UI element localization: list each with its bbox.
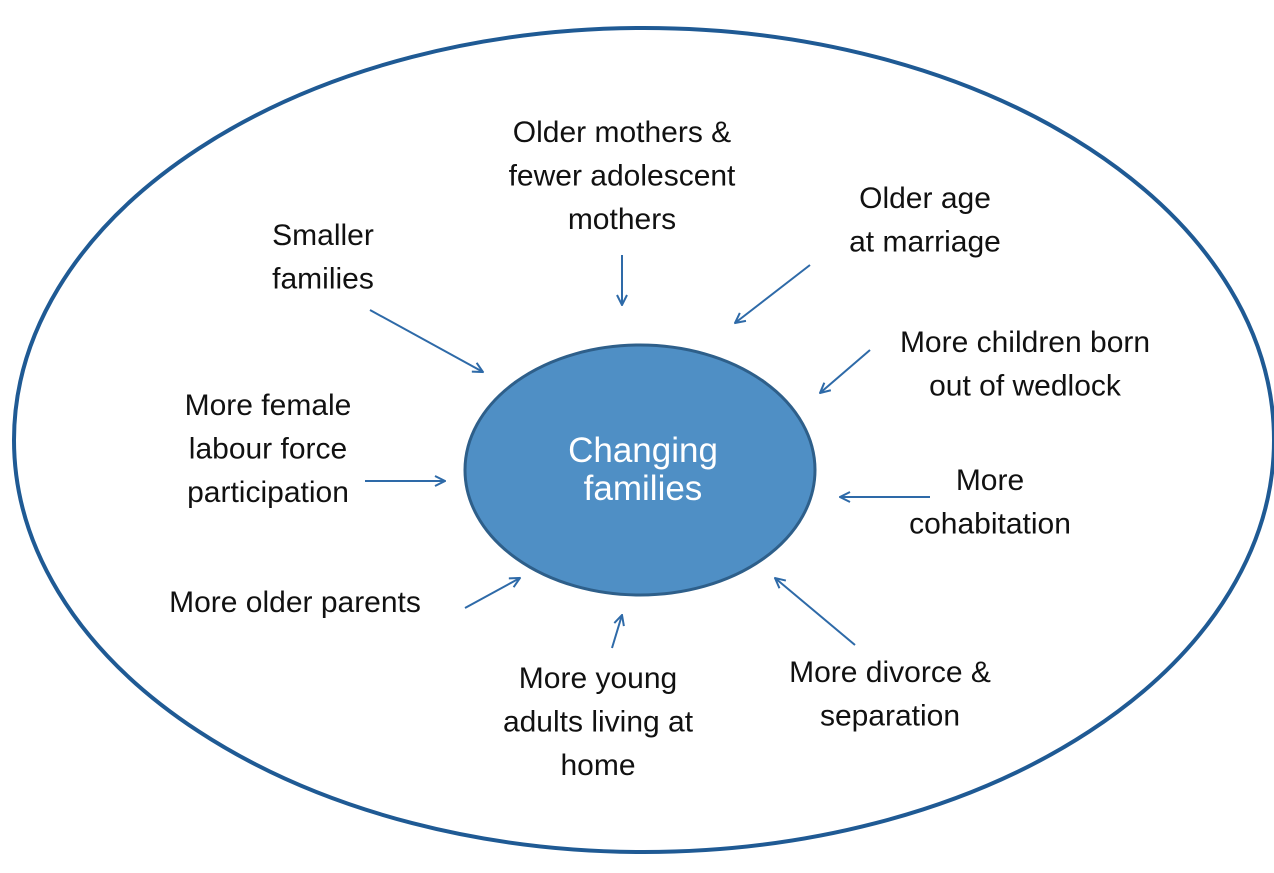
node-label: More female xyxy=(185,389,352,422)
node-label: separation xyxy=(820,700,960,733)
node-label: More children born xyxy=(900,326,1150,359)
node-label: More young xyxy=(519,662,677,695)
node-label: at marriage xyxy=(849,226,1001,259)
center-label: Changing xyxy=(568,431,718,470)
arrow xyxy=(775,578,856,646)
node-label: Older mothers & xyxy=(513,116,731,149)
node-label: More divorce & xyxy=(789,656,991,689)
node-label: out of wedlock xyxy=(929,370,1122,403)
center-ellipse xyxy=(463,343,817,597)
arrow xyxy=(735,264,811,323)
node-label: Older age xyxy=(859,182,991,215)
node-label: adults living at xyxy=(503,706,694,739)
node-label: fewer adolescent xyxy=(509,160,736,193)
node-label: families xyxy=(272,263,374,296)
node-label: Smaller xyxy=(272,219,374,252)
arrow xyxy=(464,578,520,609)
arrow xyxy=(820,349,871,393)
center-label: families xyxy=(584,469,703,508)
arrow xyxy=(369,309,483,372)
node-label: home xyxy=(560,749,635,782)
node-label: cohabitation xyxy=(909,508,1071,541)
node-label: participation xyxy=(187,476,349,509)
arrows xyxy=(365,255,930,649)
arrow xyxy=(611,615,622,649)
node-label: More xyxy=(956,464,1024,497)
node-label: mothers xyxy=(568,203,676,236)
node-label: labour force xyxy=(189,433,347,466)
node-label: More older parents xyxy=(169,586,421,619)
